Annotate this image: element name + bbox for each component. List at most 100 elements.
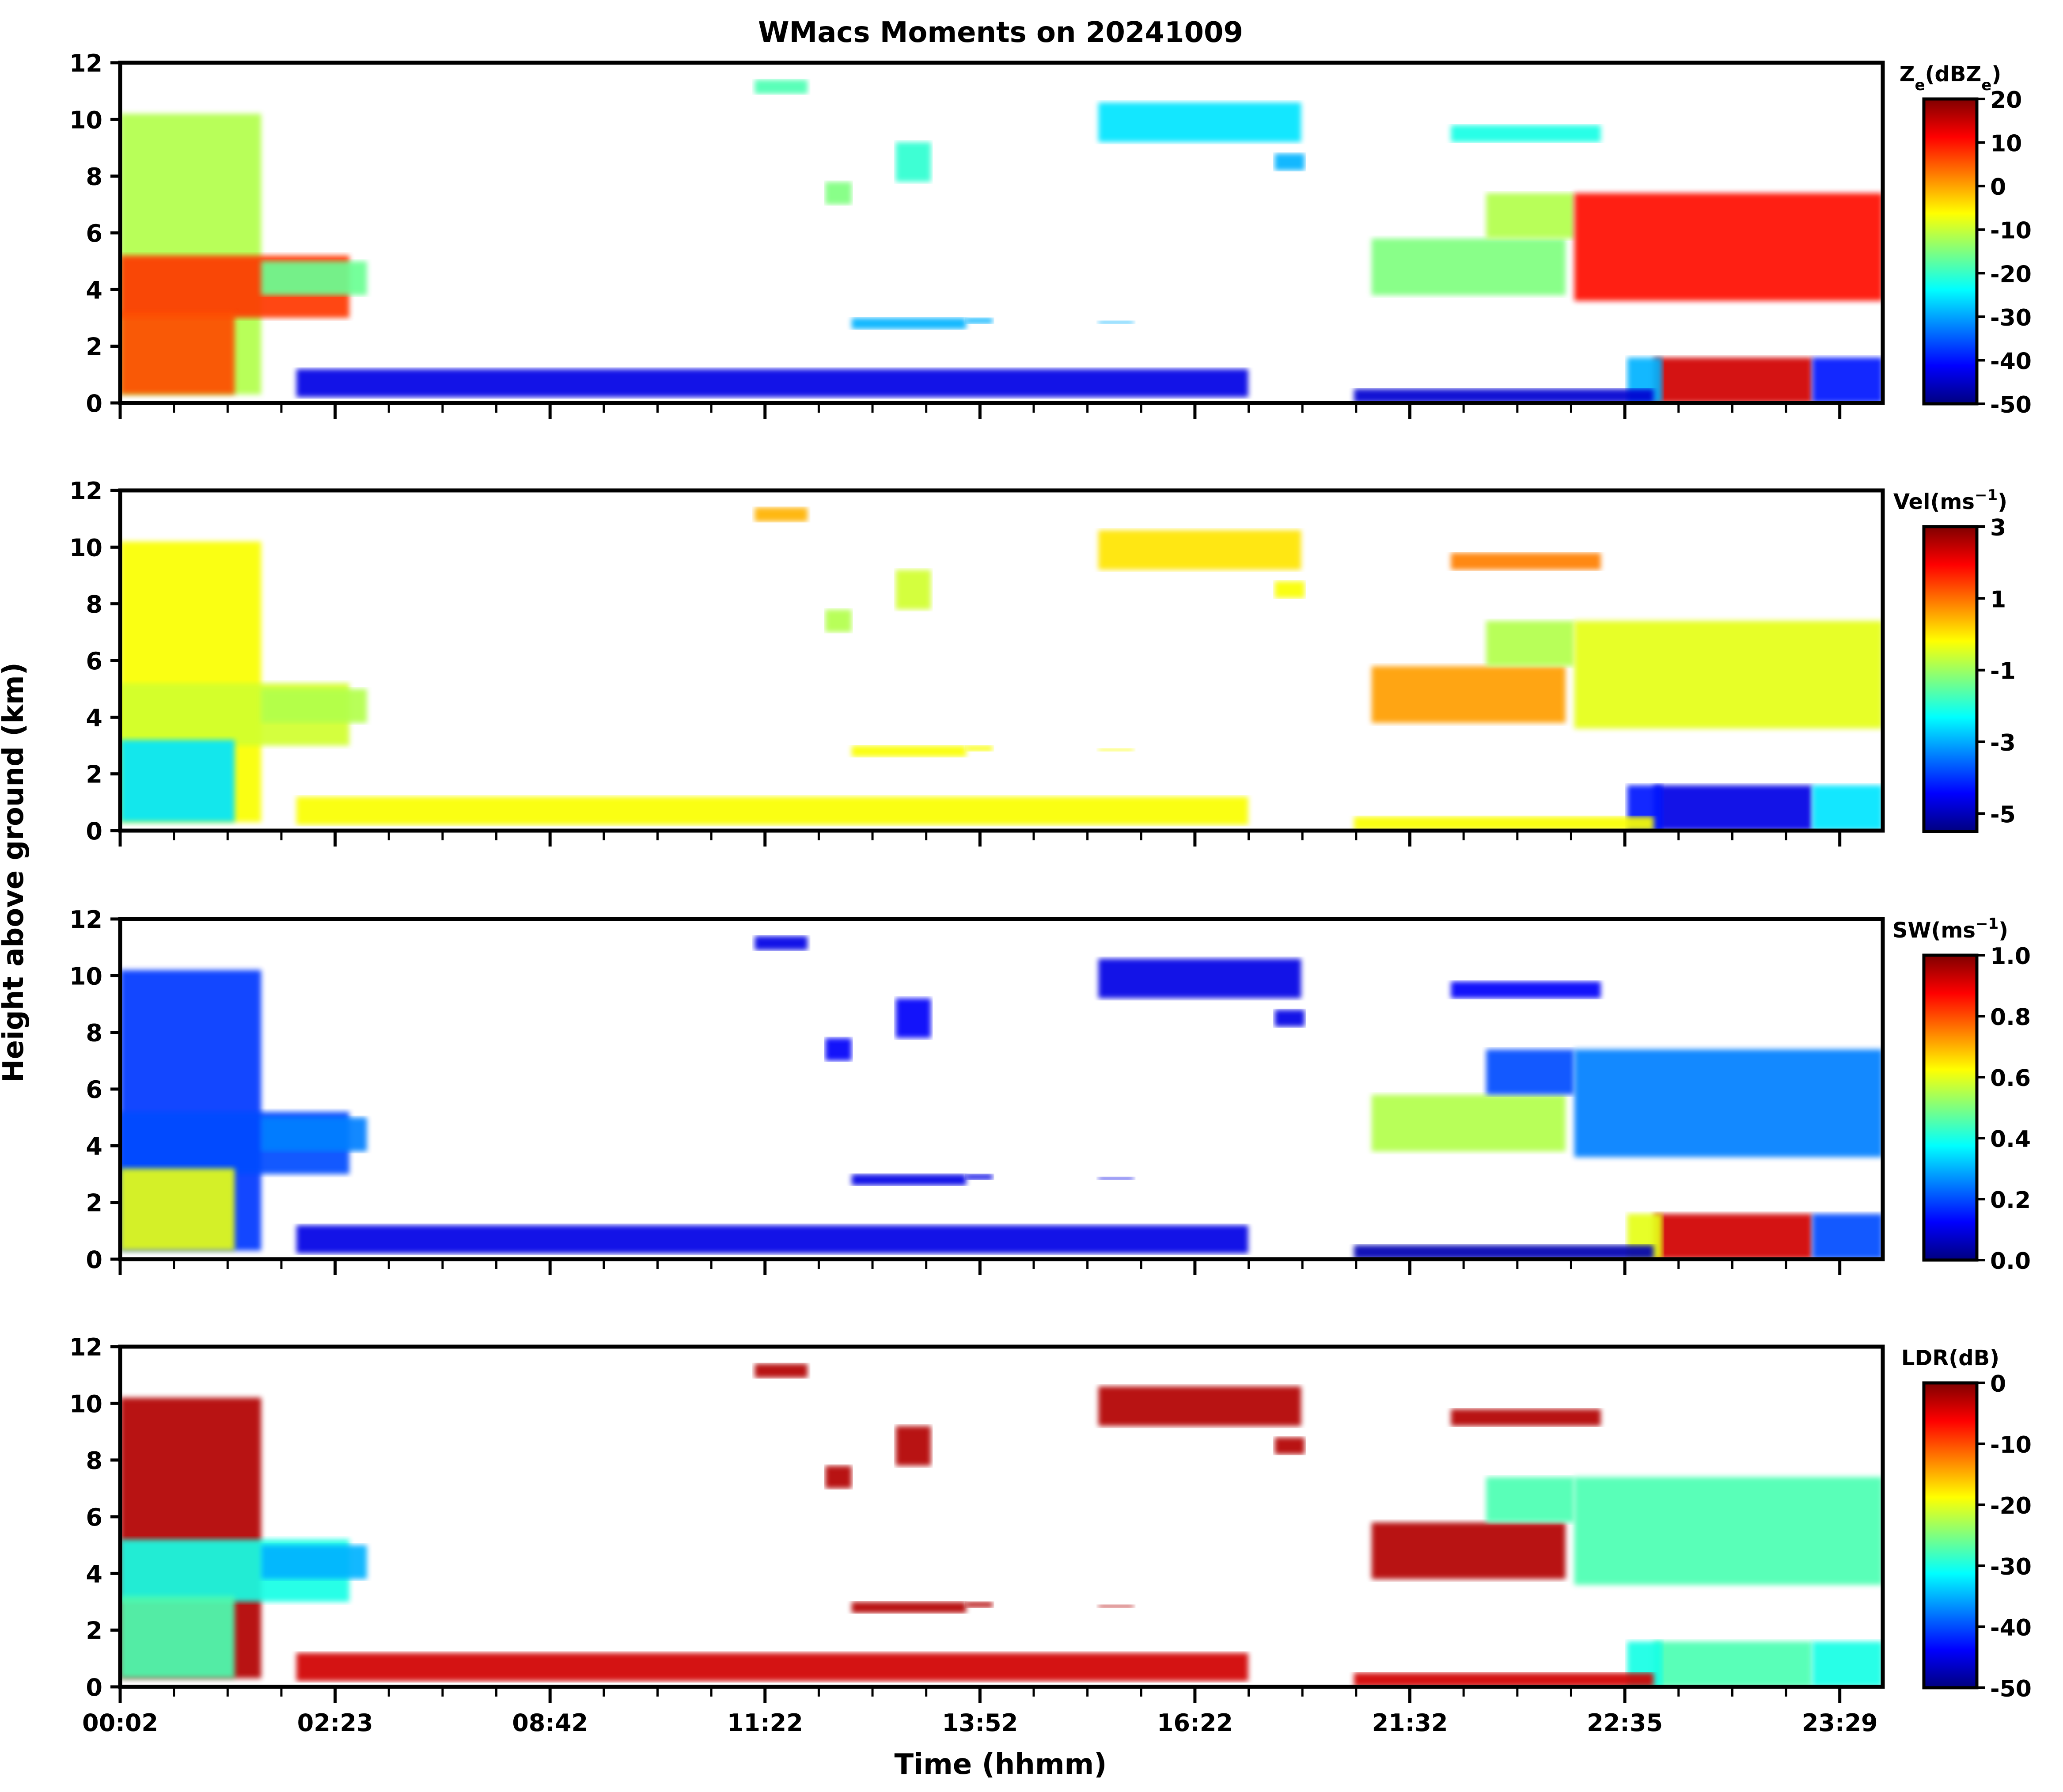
echo-region (261, 261, 367, 296)
echo-region (755, 1363, 808, 1378)
echo-region (296, 797, 1248, 825)
x-axis-label: Time (hhmm) (895, 1748, 1107, 1781)
y-tick-label: 8 (86, 1447, 102, 1475)
echo-region (966, 745, 993, 752)
echo-region (261, 689, 367, 723)
x-tick-label: 02:23 (297, 1709, 373, 1737)
echo-region (966, 1602, 993, 1608)
echo-region (1812, 357, 1883, 403)
echo-region (966, 1174, 993, 1180)
colorbar-tick-label: -50 (1990, 392, 2032, 418)
panel-ldr: 0 2 4 6 8 10 12 00:02 02:23 08:42 11:22 13:52 16:22 2… (69, 1333, 2032, 1737)
y-tick-label: 2 (86, 1189, 102, 1217)
colorbar-title-sub: e (1915, 76, 1925, 94)
echo-region (120, 312, 235, 395)
echo-region (1354, 816, 1654, 831)
y-tick-label: 6 (86, 1076, 102, 1104)
echo-region (895, 1426, 931, 1466)
echo-region (261, 1545, 367, 1579)
colorbar-title: LDR(dB) (1901, 1346, 1999, 1371)
echo-region (1574, 1049, 1883, 1157)
y-tick-label: 2 (86, 333, 102, 361)
echo-region (1098, 1177, 1134, 1180)
colorbar-tick-label: 0.2 (1990, 1187, 2031, 1214)
colorbar-tick-label: 0 (1990, 174, 2006, 201)
echo-region (825, 609, 852, 632)
echo-region (120, 1596, 235, 1678)
y-axis-label: Height above ground (km) (0, 662, 30, 1083)
echo-region (895, 998, 931, 1038)
x-tick-label: 08:42 (512, 1709, 588, 1737)
echo-region (296, 1653, 1248, 1682)
echo-region (1812, 1641, 1883, 1687)
panel-vel: 0 2 4 6 8 10 12 3 1 -1 -3 -5 Vel(ms−1) (69, 477, 2016, 847)
echo-region (1371, 666, 1566, 723)
y-tick-label: 4 (86, 704, 102, 732)
panels-group: 02468101220100-10-20-30-40-50Ze(dBZe)024… (69, 49, 2032, 1737)
colorbar-tick-label: -40 (1990, 1615, 2032, 1641)
y-tick-label: 0 (86, 1674, 102, 1701)
echo-region (1451, 553, 1601, 570)
data-region-group (120, 1363, 1883, 1687)
colorbar-tick-label: 20 (1990, 87, 2022, 114)
colorbar-tick-label: -10 (1990, 218, 2032, 244)
y-tick-label: 12 (69, 1333, 102, 1361)
y-tick-label: 2 (86, 761, 102, 789)
colorbar-title-main: Z (1900, 62, 1915, 87)
y-tick-label: 4 (86, 276, 102, 304)
colorbar-title-close: ) (1991, 62, 2001, 87)
echo-region (755, 507, 808, 522)
y-tick-label: 10 (69, 1390, 102, 1418)
y-tick-label: 4 (86, 1132, 102, 1160)
colorbar-tick-label: 10 (1990, 131, 2022, 157)
echo-region (1486, 193, 1574, 239)
echo-region (851, 1602, 967, 1614)
y-tick-label: 0 (86, 817, 102, 845)
echo-region (825, 182, 852, 205)
echo-region (1451, 1409, 1601, 1426)
echo-region (825, 1465, 852, 1488)
echo-region (1812, 785, 1883, 831)
colorbar-title-close: ) (1999, 918, 2008, 943)
y-tick-label: 8 (86, 163, 102, 191)
y-tick-label: 6 (86, 647, 102, 675)
echo-region (1653, 1641, 1813, 1687)
echo-region (1098, 1386, 1301, 1426)
echo-region (1653, 1214, 1813, 1259)
echo-region (261, 1117, 367, 1152)
echo-region (895, 142, 931, 182)
panel-sw: 0 2 4 6 8 10 12 1.0 0.8 0.6 0.4 0.2 0.0 SW(ms−1) (69, 906, 2031, 1275)
colorbar-tick-label: 0.0 (1990, 1248, 2031, 1275)
x-tick-label: 21:32 (1372, 1709, 1448, 1737)
y-tick-label: 4 (86, 1560, 102, 1588)
echo-region (1812, 1214, 1883, 1259)
colorbar-title-close: ) (1998, 490, 2007, 514)
echo-region (1371, 238, 1566, 296)
echo-region (1098, 530, 1301, 570)
colorbar-tick-label: 0.4 (1990, 1126, 2031, 1153)
echo-region (296, 1225, 1248, 1254)
y-tick-label: 12 (69, 49, 102, 77)
colorbar-tick-label: 1 (1990, 586, 2006, 613)
panel-ze: 0 2 4 6 8 10 12 20 10 0 -10 -20 -30 -40 -50 Ze(dBZe) (69, 49, 2032, 419)
colorbar-title: Vel(ms−1) (1893, 486, 2007, 514)
colorbar-tick-label: 3 (1990, 515, 2006, 541)
echo-region (1371, 1094, 1566, 1152)
echo-region (1354, 388, 1654, 403)
echo-region (851, 745, 967, 757)
colorbar-title-sup: −1 (1976, 915, 1999, 933)
echo-region (1098, 320, 1134, 324)
colorbar-tick-label: -1 (1990, 658, 2016, 685)
echo-region (1653, 785, 1813, 831)
colorbar-tick-label: 0.6 (1990, 1065, 2031, 1092)
echo-region (1486, 621, 1574, 666)
y-tick-label: 10 (69, 534, 102, 562)
echo-region (1274, 581, 1305, 598)
echo-region (1574, 193, 1883, 301)
echo-region (1354, 1672, 1654, 1687)
colorbar-tick-label: -50 (1990, 1676, 2032, 1702)
colorbar-tick-label: -3 (1990, 730, 2016, 756)
echo-region (1098, 102, 1301, 142)
colorbar-title-sub2: e (1981, 76, 1991, 94)
echo-region (1274, 1437, 1305, 1454)
